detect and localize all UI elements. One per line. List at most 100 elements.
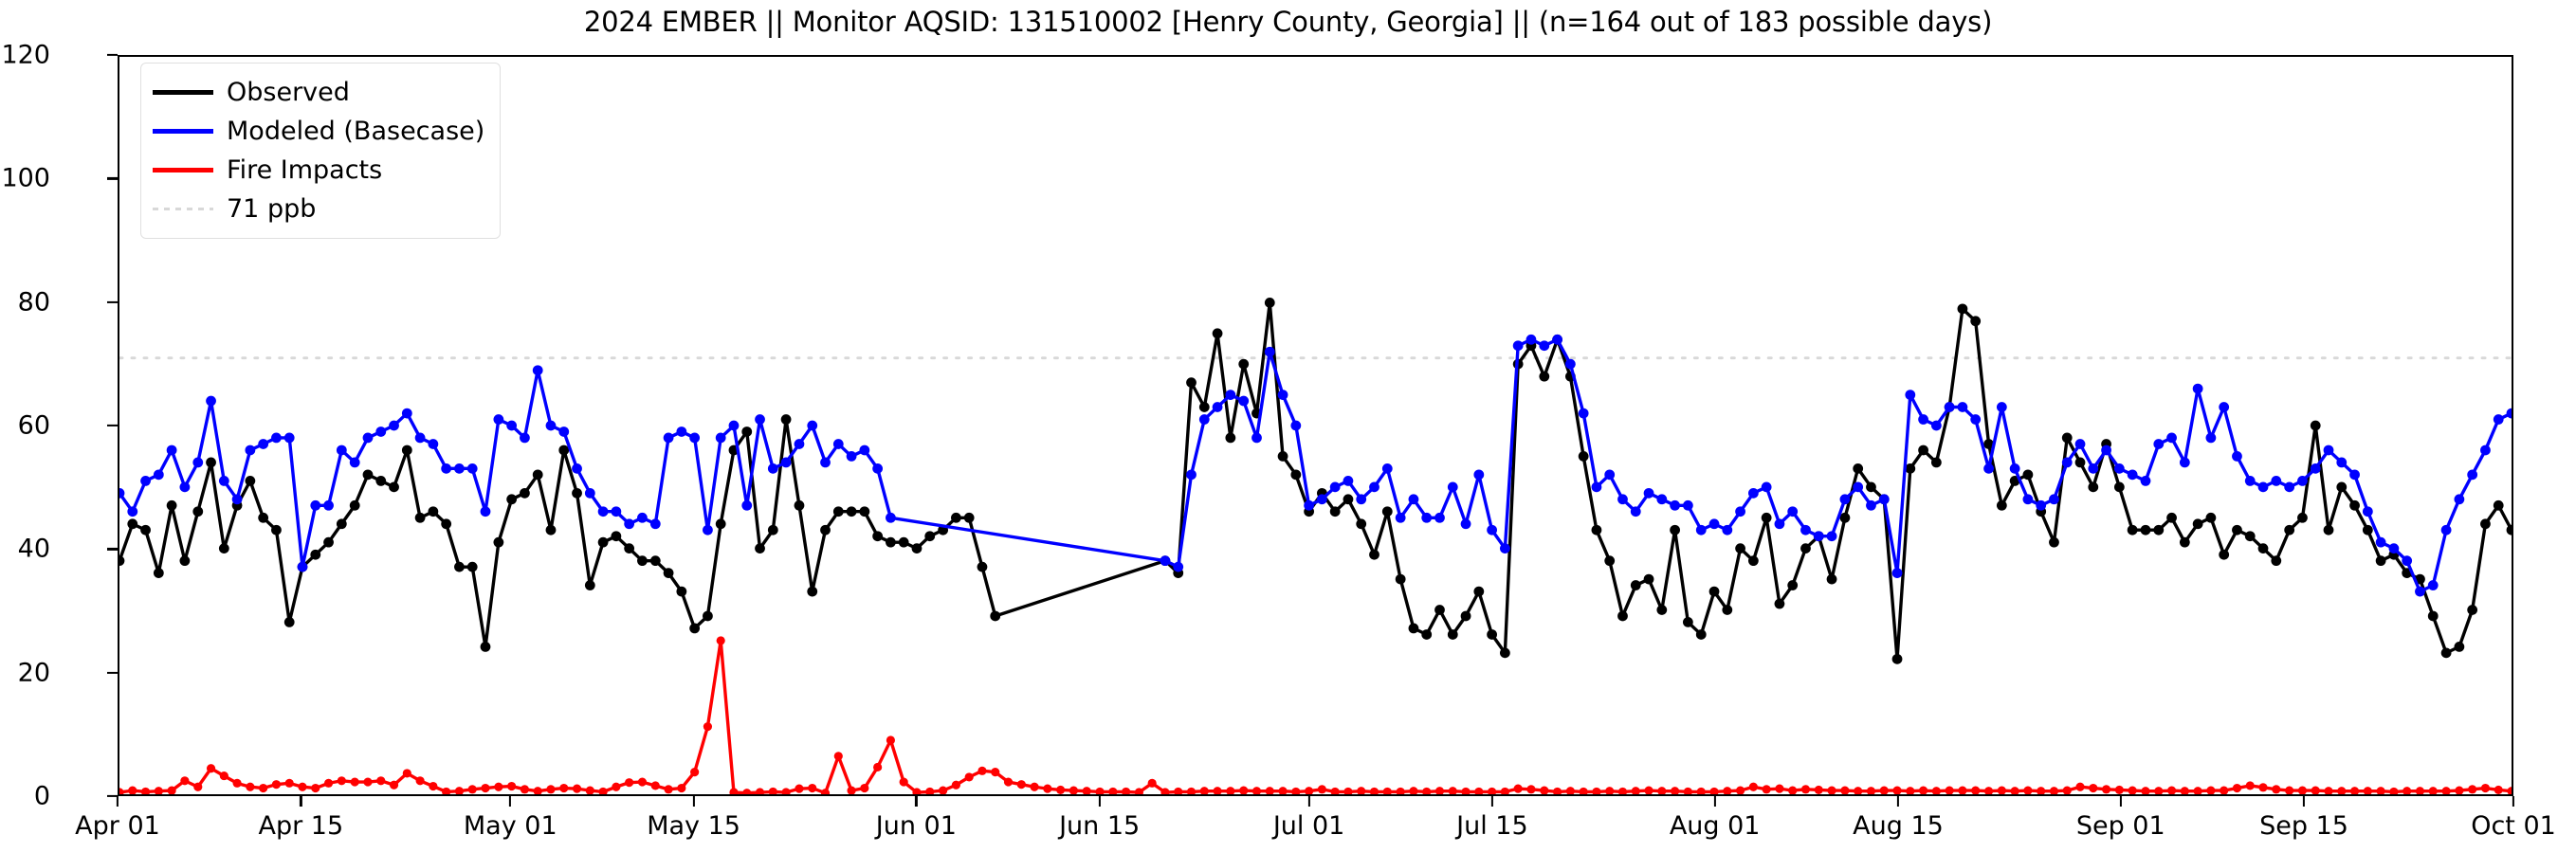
- data-point: [545, 420, 557, 431]
- legend-item-fire-impacts[interactable]: Fire Impacts: [153, 151, 484, 190]
- data-point: [2114, 785, 2124, 794]
- data-point: [2113, 463, 2125, 474]
- y-tick-label: 40: [17, 534, 50, 564]
- data-point: [1787, 580, 1799, 590]
- data-point: [755, 543, 765, 554]
- data-point: [1826, 573, 1837, 585]
- data-point: [153, 568, 164, 578]
- data-point: [2297, 476, 2308, 486]
- data-point: [650, 781, 660, 790]
- legend-item-threshold[interactable]: 71 ppb: [153, 190, 484, 228]
- data-point: [2219, 402, 2230, 412]
- data-point: [507, 781, 517, 791]
- x-tick-mark: [692, 796, 695, 807]
- data-point: [283, 617, 295, 627]
- data-point: [1003, 777, 1014, 787]
- data-point: [415, 776, 425, 786]
- data-point: [2506, 408, 2512, 419]
- data-point: [219, 771, 228, 781]
- data-point: [1957, 402, 1968, 412]
- x-tick-mark: [1713, 796, 1716, 807]
- data-point: [1644, 786, 1653, 794]
- data-point: [807, 420, 818, 431]
- data-point: [1277, 390, 1288, 400]
- data-point: [939, 786, 948, 794]
- data-point: [977, 766, 987, 775]
- data-point: [1356, 494, 1367, 505]
- data-point: [1043, 784, 1052, 793]
- data-point: [192, 457, 204, 468]
- data-point: [703, 610, 713, 622]
- legend-item-modeled[interactable]: Modeled (Basecase): [153, 112, 484, 151]
- data-point: [1539, 371, 1550, 382]
- data-point: [258, 512, 269, 523]
- data-point: [886, 536, 896, 548]
- data-point: [311, 783, 320, 793]
- data-point: [1499, 543, 1510, 554]
- data-point: [2075, 782, 2085, 791]
- data-point: [1540, 786, 1549, 794]
- data-point: [2271, 555, 2282, 567]
- data-point: [179, 481, 191, 493]
- data-point: [349, 499, 360, 511]
- data-point: [2323, 524, 2334, 535]
- data-point: [494, 782, 503, 791]
- data-point: [2153, 439, 2165, 449]
- data-point: [2402, 787, 2412, 794]
- data-point: [2427, 580, 2439, 590]
- data-point: [1408, 494, 1419, 505]
- x-tick-mark: [1098, 796, 1101, 807]
- data-point: [375, 476, 387, 486]
- legend-item-observed[interactable]: Observed: [153, 73, 484, 112]
- data-point: [728, 420, 740, 431]
- data-point: [1800, 524, 1811, 535]
- data-point: [1160, 555, 1171, 567]
- data-point: [558, 426, 570, 437]
- data-point: [1030, 782, 1039, 791]
- data-point: [389, 780, 399, 789]
- data-point: [2427, 610, 2439, 622]
- data-point: [2049, 787, 2059, 794]
- data-point: [389, 481, 399, 493]
- data-point: [1238, 395, 1250, 407]
- data-point: [2493, 414, 2504, 425]
- data-point: [637, 777, 648, 787]
- data-point: [1787, 506, 1799, 517]
- data-point: [1617, 494, 1628, 505]
- data-point: [1499, 647, 1510, 659]
- data-point: [1774, 518, 1785, 530]
- data-point: [1878, 494, 1890, 505]
- data-point: [886, 512, 896, 523]
- data-point: [1278, 787, 1288, 794]
- data-point: [506, 420, 518, 431]
- data-point: [1631, 787, 1640, 794]
- data-point: [546, 785, 556, 794]
- data-point: [349, 457, 360, 468]
- data-point: [1174, 787, 1183, 794]
- data-point: [2192, 518, 2203, 530]
- data-point: [794, 439, 805, 449]
- x-tick-label: Oct 01: [2471, 811, 2556, 841]
- data-point: [780, 457, 792, 468]
- data-point: [428, 439, 439, 449]
- data-point: [1186, 469, 1197, 481]
- data-point: [2375, 536, 2386, 548]
- data-point: [2232, 524, 2242, 535]
- data-point: [1422, 787, 1432, 794]
- data-point: [2022, 469, 2034, 481]
- data-point: [119, 555, 125, 567]
- data-point: [1408, 623, 1419, 634]
- data-point: [832, 506, 844, 517]
- data-point: [1474, 787, 1484, 794]
- data-point: [1591, 481, 1602, 493]
- data-point: [218, 543, 229, 554]
- data-point: [991, 768, 1000, 777]
- data-point: [741, 426, 753, 437]
- data-point: [1906, 787, 1915, 794]
- data-point: [1421, 512, 1433, 523]
- data-point: [2467, 605, 2478, 615]
- data-point: [585, 786, 594, 794]
- data-point: [2415, 586, 2425, 597]
- plot-svg: [119, 297, 2512, 794]
- y-tick-mark: [107, 424, 118, 427]
